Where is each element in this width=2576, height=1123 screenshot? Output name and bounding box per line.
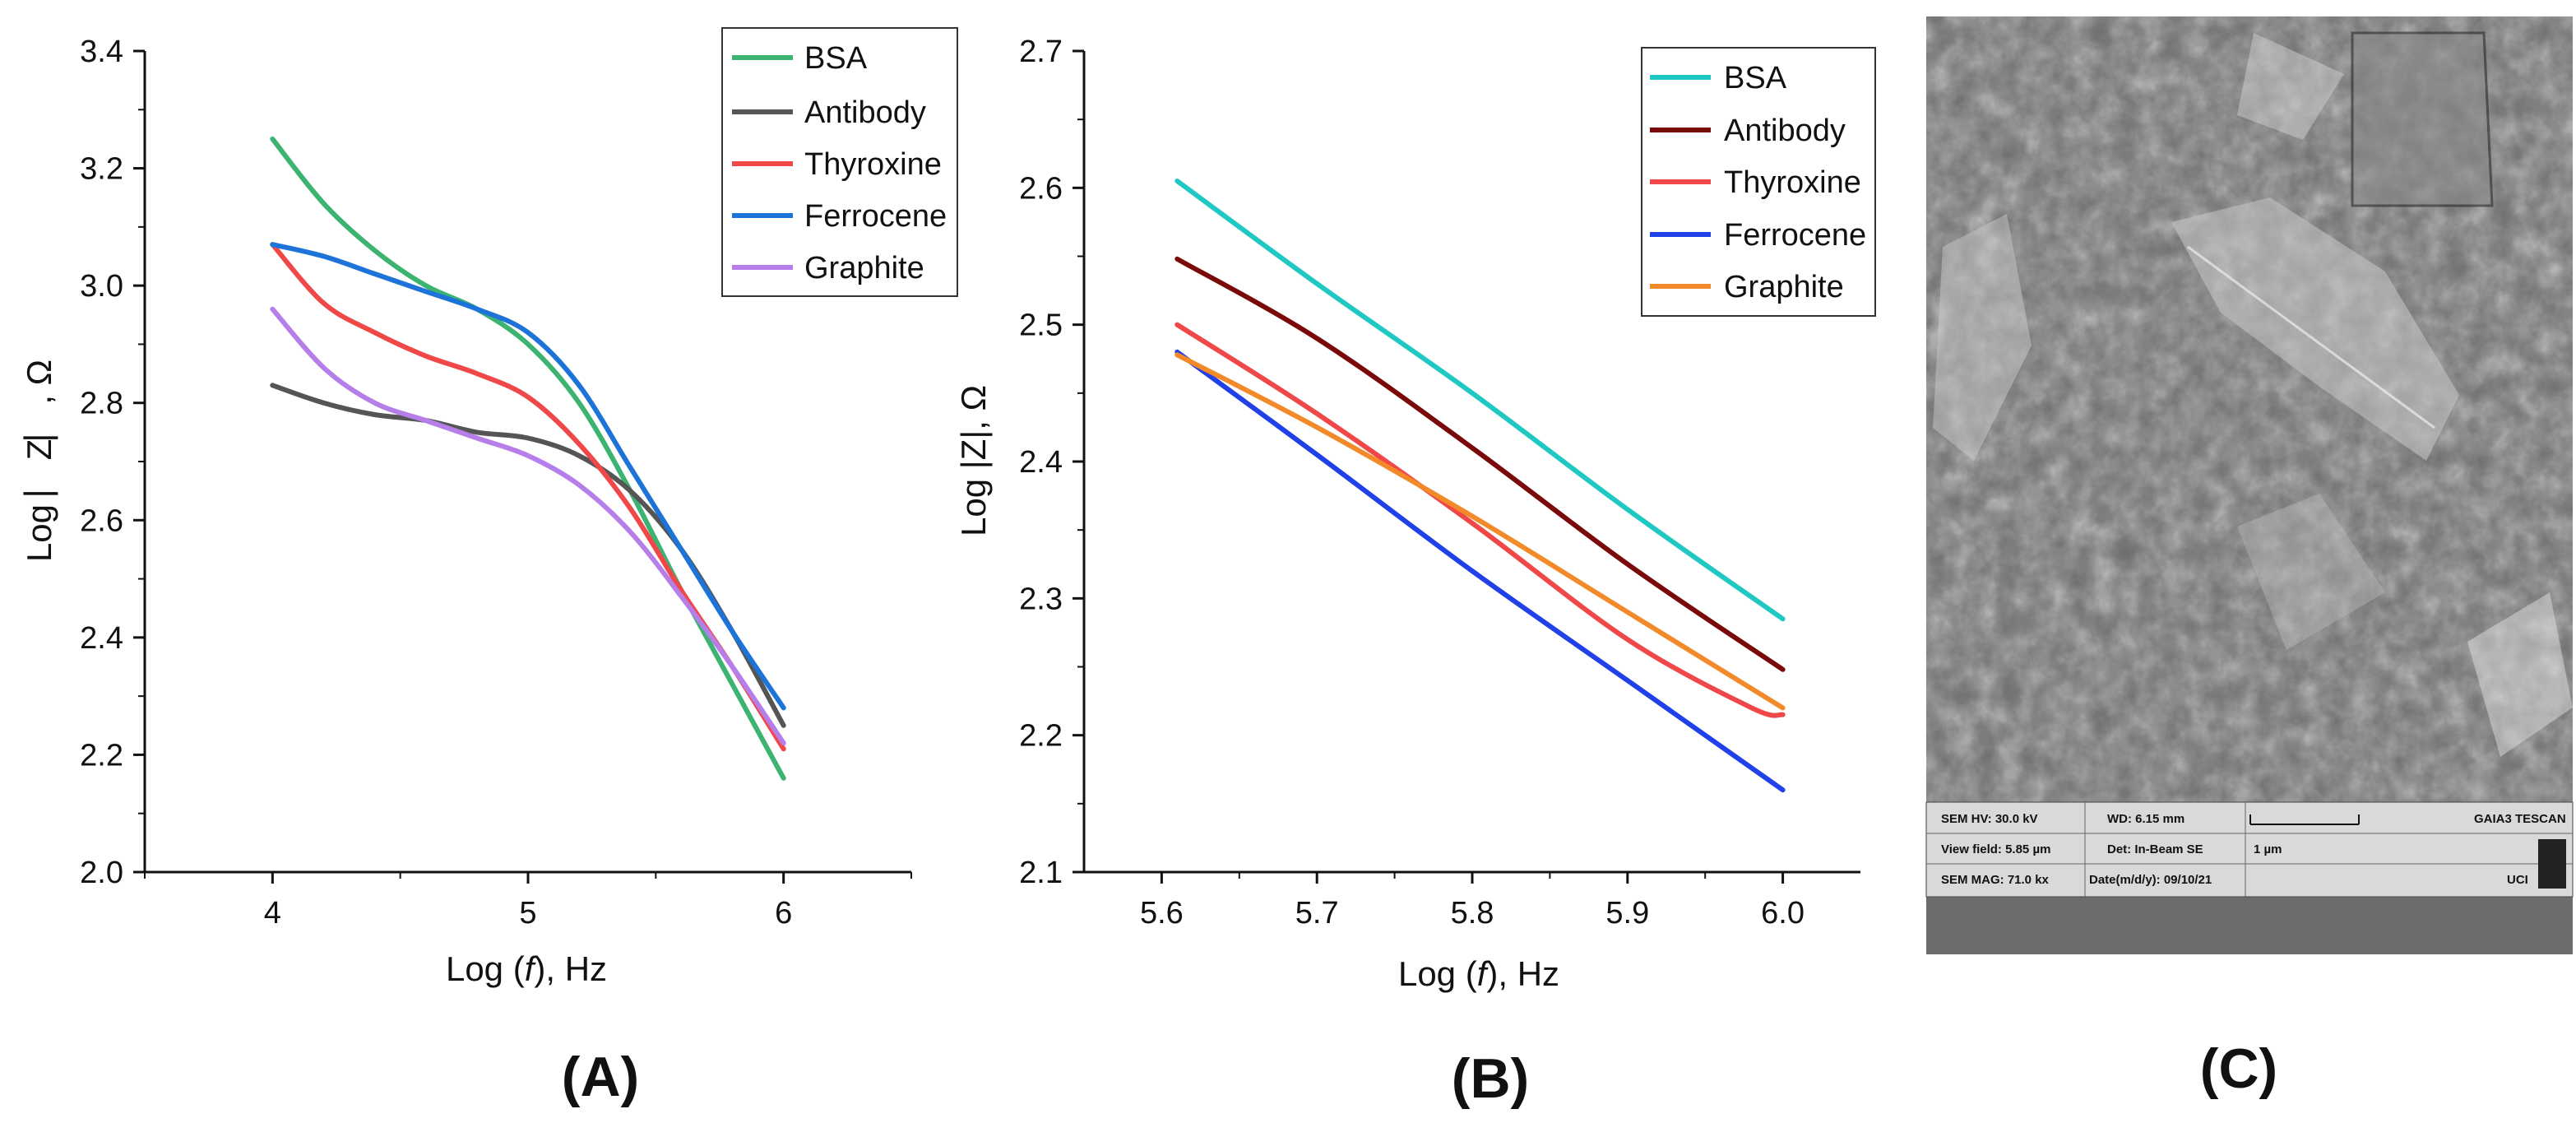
panel-b-y-tick-label: 2.3	[1019, 582, 1063, 616]
panel-a-series-ferrocene	[270, 242, 786, 711]
panel-b-x-tick-label: 5.7	[1295, 896, 1339, 930]
sem-magnification: SEM MAG: 71.0 kx	[1941, 873, 2050, 887]
panel-a-y-axis-title: Log ⎸Z⎸, Ω	[20, 360, 58, 562]
panel-c-sem-image: SEM HV: 30.0 kV WD: 6.15 mm GAIA3 TESCAN…	[1925, 16, 2574, 1100]
legend-b-item-ferrocene: Ferrocene	[1650, 218, 1866, 253]
panel-a-ticks: 4 5 6 2.0 2.2 2.4 2.6 2.8 3.0 3.2 3.4	[80, 35, 912, 930]
panel-b-series-graphite	[1174, 352, 1786, 711]
panel-a-x-tick-label: 6	[775, 896, 792, 930]
legend-b-label-thyroxine: Thyroxine	[1724, 165, 1861, 200]
panel-b-y-tick-label: 2.4	[1019, 445, 1063, 480]
panel-b-label: (B)	[1452, 1047, 1529, 1110]
panel-b-y-tick-label: 2.1	[1019, 856, 1063, 890]
panel-b-x-tick-label: 5.9	[1605, 896, 1649, 930]
legend-b-label-ferrocene: Ferrocene	[1724, 218, 1866, 253]
legend-a-item-thyroxine: Thyroxine	[732, 147, 942, 182]
sem-scale-label: 1 µm	[2254, 842, 2282, 856]
legend-a-item-graphite: Graphite	[732, 251, 924, 285]
legend-a-item-bsa: BSA	[732, 41, 868, 76]
legend-a-item-ferrocene: Ferrocene	[732, 199, 947, 234]
legend-a-label-antibody: Antibody	[804, 95, 926, 130]
legend-b-item-graphite: Graphite	[1650, 270, 1844, 304]
sem-detector: Det: In-Beam SE	[2107, 842, 2203, 856]
sem-view-field: View field: 5.85 µm	[1941, 842, 2050, 856]
panel-a-series-antibody	[270, 383, 786, 728]
panel-b-x-tick-label: 5.8	[1451, 896, 1494, 930]
panel-b-y-tick-label: 2.5	[1019, 309, 1063, 343]
panel-b-x-tick-label: 6.0	[1761, 896, 1805, 930]
sem-date: Date(m/d/y): 09/10/21	[2089, 873, 2212, 887]
panel-a-x-axis-title: Log (f), Hz	[446, 949, 607, 988]
panel-b-y-tick-label: 2.2	[1019, 719, 1063, 754]
legend-b-item-thyroxine: Thyroxine	[1650, 165, 1861, 200]
panel-b-x-tick-label: 5.6	[1140, 896, 1184, 930]
panel-b-y-tick-label: 2.7	[1019, 35, 1063, 69]
panel-b-x-axis-title: Log (f), Hz	[1398, 954, 1559, 993]
legend-a-label-thyroxine: Thyroxine	[804, 147, 942, 182]
panel-a-y-tick-label: 2.0	[80, 856, 123, 890]
sem-org: UCI	[2507, 873, 2528, 887]
panel-b-ticks: 5.6 5.7 5.8 5.9 6.0 2.1 2.2 2.3 2.4 2.5 2.6 2.7	[1019, 35, 1805, 930]
panel-b-series-ferrocene	[1174, 349, 1786, 793]
panel-a-legend: BSA Antibody Thyroxine Ferrocene Graphit…	[721, 27, 958, 297]
sem-micrograph	[1926, 16, 2573, 802]
panel-a-x-tick-label: 4	[264, 896, 281, 930]
panel-b-series-antibody	[1174, 256, 1786, 672]
panel-a-x-tick-label: 5	[519, 896, 536, 930]
legend-b-item-antibody: Antibody	[1650, 114, 1846, 148]
sem-brand: GAIA3 TESCAN	[2474, 812, 2566, 826]
panel-a-plot-area	[270, 136, 786, 781]
panel-a-label: (A)	[562, 1046, 639, 1108]
panel-c-label: (C)	[2200, 1037, 2277, 1100]
sem-logo	[2538, 839, 2566, 889]
panel-a-series-graphite	[270, 306, 786, 746]
legend-b-label-antibody: Antibody	[1724, 114, 1846, 148]
panel-a-y-tick-label: 2.8	[80, 387, 123, 421]
panel-b-plot-area	[1174, 179, 1786, 793]
legend-a-label-ferrocene: Ferrocene	[804, 199, 947, 234]
panel-a-y-tick-label: 3.2	[80, 152, 123, 187]
legend-b-label-bsa: BSA	[1724, 61, 1787, 95]
panel-b-y-tick-label: 2.6	[1019, 171, 1063, 206]
panel-a-y-tick-label: 2.6	[80, 503, 123, 538]
panel-b-series-bsa	[1174, 179, 1786, 622]
legend-a-label-graphite: Graphite	[804, 251, 924, 285]
sem-wd: WD: 6.15 mm	[2107, 812, 2185, 826]
panel-b-series-thyroxine	[1174, 322, 1786, 718]
panel-a-y-tick-label: 2.2	[80, 738, 123, 773]
panel-a-series-thyroxine	[270, 242, 786, 752]
panel-b-y-axis-title: Log |Z|, Ω	[954, 385, 993, 536]
panel-b-legend: BSA Antibody Thyroxine Ferrocene Graphit…	[1641, 47, 1876, 317]
sem-hv: SEM HV: 30.0 kV	[1941, 812, 2038, 826]
legend-b-item-bsa: BSA	[1650, 61, 1787, 95]
panel-a-y-tick-label: 2.4	[80, 621, 123, 656]
legend-a-item-antibody: Antibody	[732, 95, 926, 130]
sem-scale-bar	[2249, 814, 2360, 825]
panel-b-chart: 5.6 5.7 5.8 5.9 6.0 2.1 2.2 2.3 2.4 2.5 2.6 2.7 BSA…	[954, 35, 1876, 1110]
panel-a-y-tick-label: 3.0	[80, 269, 123, 304]
panel-a-y-tick-label: 3.4	[80, 35, 123, 69]
panel-a-series-bsa	[270, 136, 786, 781]
legend-b-label-graphite: Graphite	[1724, 270, 1844, 304]
legend-a-label-bsa: BSA	[804, 41, 868, 76]
panel-a-chart: 4 5 6 2.0 2.2 2.4 2.6 2.8 3.0 3.2 3.4 BSA Antibody…	[20, 27, 958, 1108]
